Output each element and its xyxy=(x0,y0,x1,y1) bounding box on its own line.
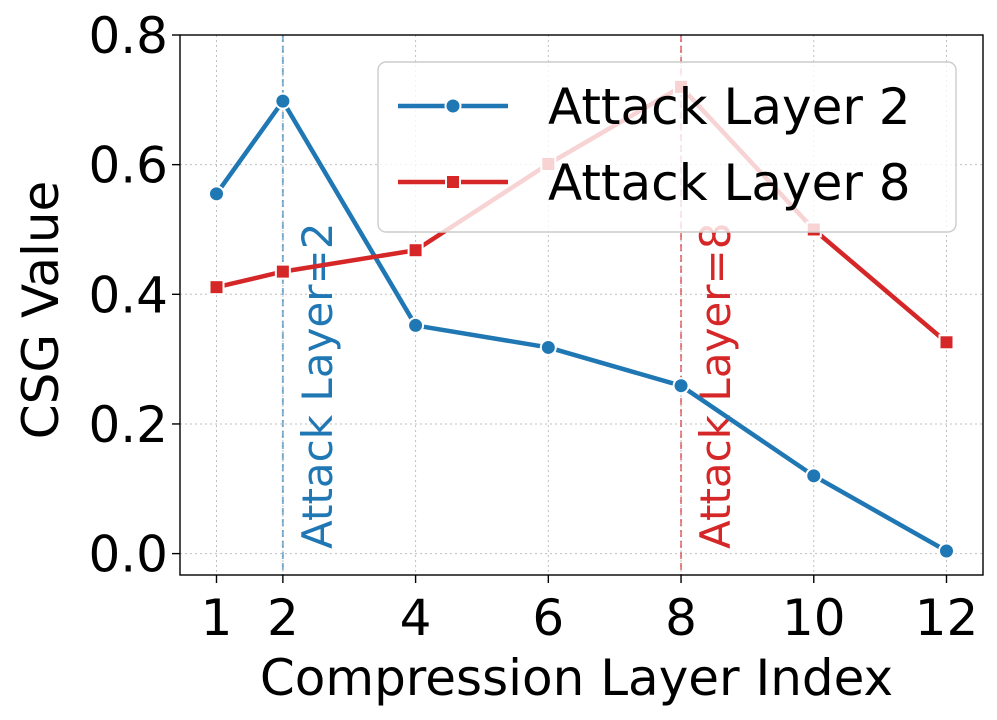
data-point xyxy=(407,242,424,259)
data-point xyxy=(539,338,557,356)
data-point xyxy=(407,316,425,334)
data-point xyxy=(208,279,225,296)
data-point xyxy=(274,263,291,280)
series xyxy=(208,92,955,560)
y-axis-title: CSG Value xyxy=(12,181,70,440)
x-tick-label: 6 xyxy=(532,589,564,647)
y-tick-label: 0.8 xyxy=(88,7,168,65)
x-tick-label: 4 xyxy=(400,589,432,647)
legend-marker xyxy=(444,97,462,115)
legend: Attack Layer 2 Attack Layer 8 xyxy=(377,61,957,233)
legend-item: Attack Layer 2 xyxy=(398,78,911,136)
legend-label: Attack Layer 2 xyxy=(548,78,911,136)
x-axis-title: Compression Layer Index xyxy=(260,649,893,707)
y-tick-label: 0.6 xyxy=(88,137,168,195)
legend-box xyxy=(377,61,957,233)
y-tick-label: 0.2 xyxy=(88,396,168,454)
x-tick-label: 12 xyxy=(915,589,979,647)
y-tick-label: 0.0 xyxy=(88,526,168,584)
reference-line-label: Attack Layer=2 xyxy=(293,223,342,549)
data-point xyxy=(208,185,225,203)
legend-label: Attack Layer 8 xyxy=(548,154,911,212)
x-tick-label: 2 xyxy=(267,589,299,647)
data-point xyxy=(805,467,823,485)
plot-frame xyxy=(179,34,984,576)
data-point xyxy=(938,542,955,560)
axis-ticks: 1 2 4 6 8 10 12 0.0 0.2 0.4 0.6 0.8 xyxy=(88,7,978,647)
reference-line-label: Attack Layer=8 xyxy=(691,223,740,549)
legend-item: Attack Layer 8 xyxy=(398,154,911,212)
x-tick-label: 8 xyxy=(665,589,697,647)
x-tick-label: 10 xyxy=(782,589,846,647)
x-tick-label: 1 xyxy=(201,589,233,647)
data-point xyxy=(938,334,955,351)
data-point xyxy=(274,92,292,110)
y-tick-label: 0.4 xyxy=(88,266,168,324)
legend-marker xyxy=(445,174,461,190)
data-point xyxy=(672,377,690,395)
